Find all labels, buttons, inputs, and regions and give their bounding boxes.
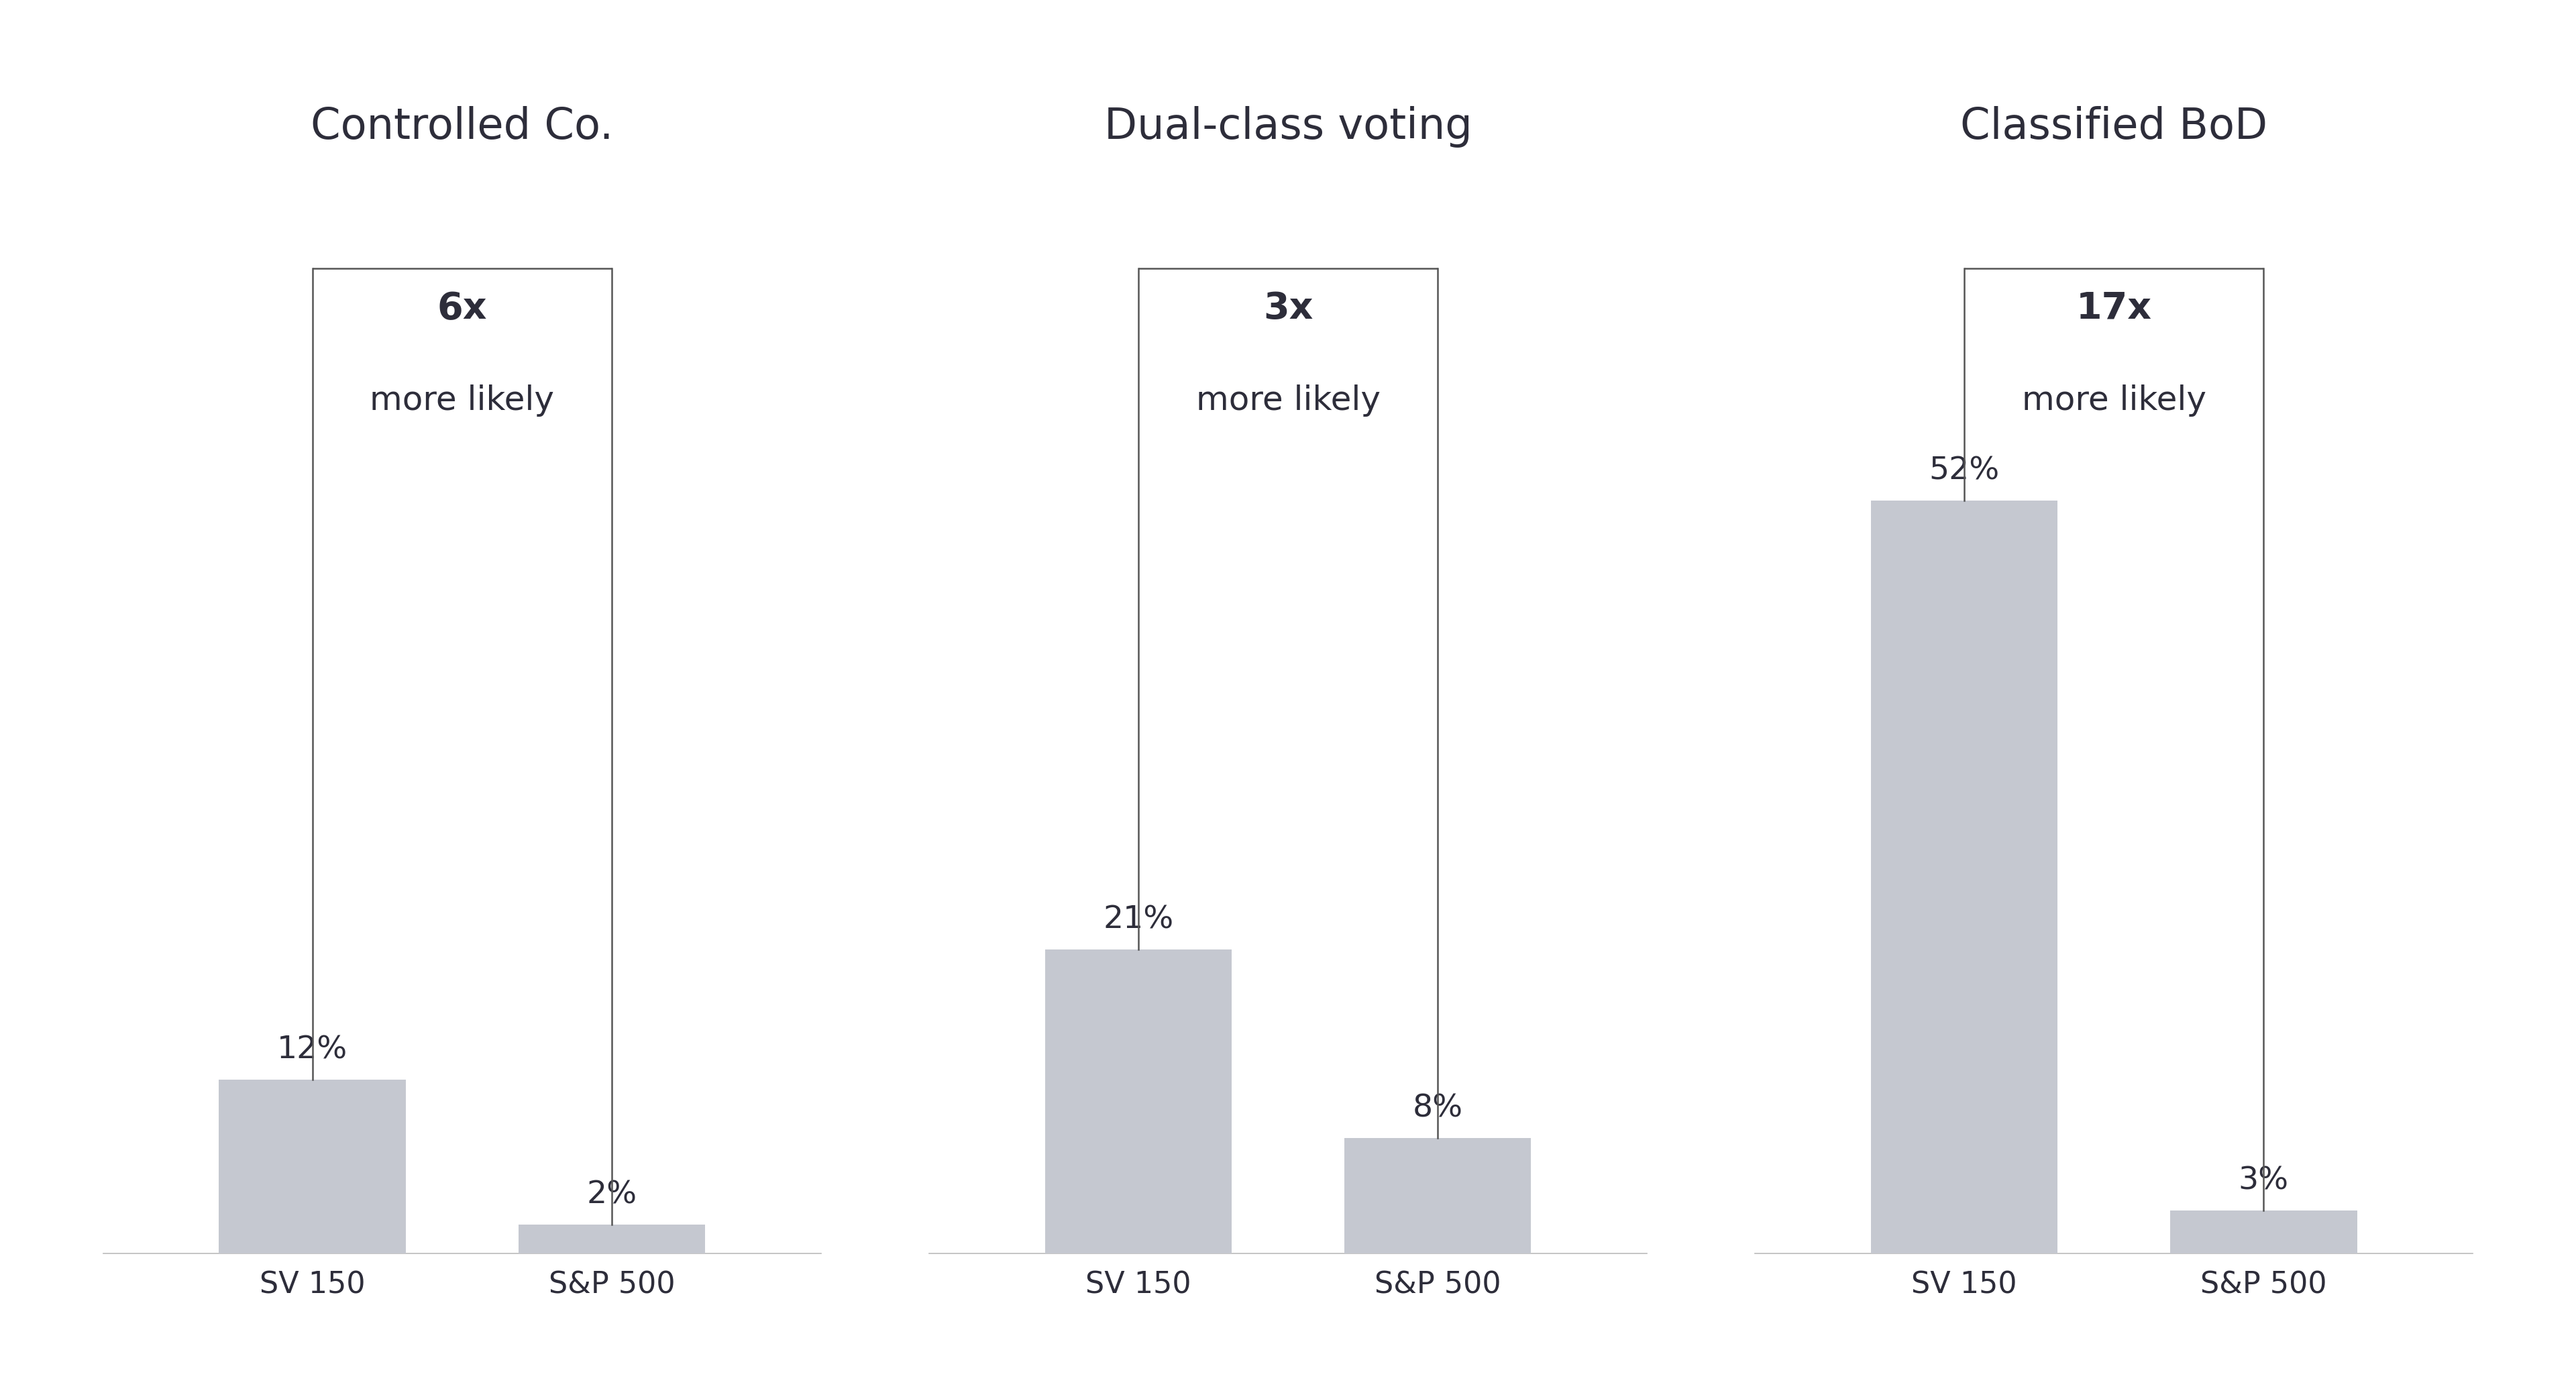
Text: more likely: more likely xyxy=(2022,384,2205,417)
Text: 8%: 8% xyxy=(1412,1094,1463,1123)
Text: 6x: 6x xyxy=(438,290,487,326)
Bar xyxy=(518,1224,706,1254)
Bar xyxy=(1345,1138,1530,1254)
Text: 3%: 3% xyxy=(2239,1166,2287,1195)
Title: Dual-class voting: Dual-class voting xyxy=(1105,106,1471,148)
Text: 12%: 12% xyxy=(278,1035,348,1066)
Title: Classified BoD: Classified BoD xyxy=(1960,106,2267,148)
Bar xyxy=(2169,1211,2357,1254)
Text: 52%: 52% xyxy=(1929,456,1999,486)
Bar xyxy=(1046,950,1231,1254)
Text: more likely: more likely xyxy=(1195,384,1381,417)
Text: 2%: 2% xyxy=(587,1180,636,1211)
Bar xyxy=(219,1080,407,1254)
Text: more likely: more likely xyxy=(371,384,554,417)
Title: Controlled Co.: Controlled Co. xyxy=(312,106,613,148)
Text: 17x: 17x xyxy=(2076,290,2151,326)
Bar xyxy=(1870,500,2058,1254)
Text: 21%: 21% xyxy=(1103,905,1175,935)
Text: 3x: 3x xyxy=(1262,290,1314,326)
